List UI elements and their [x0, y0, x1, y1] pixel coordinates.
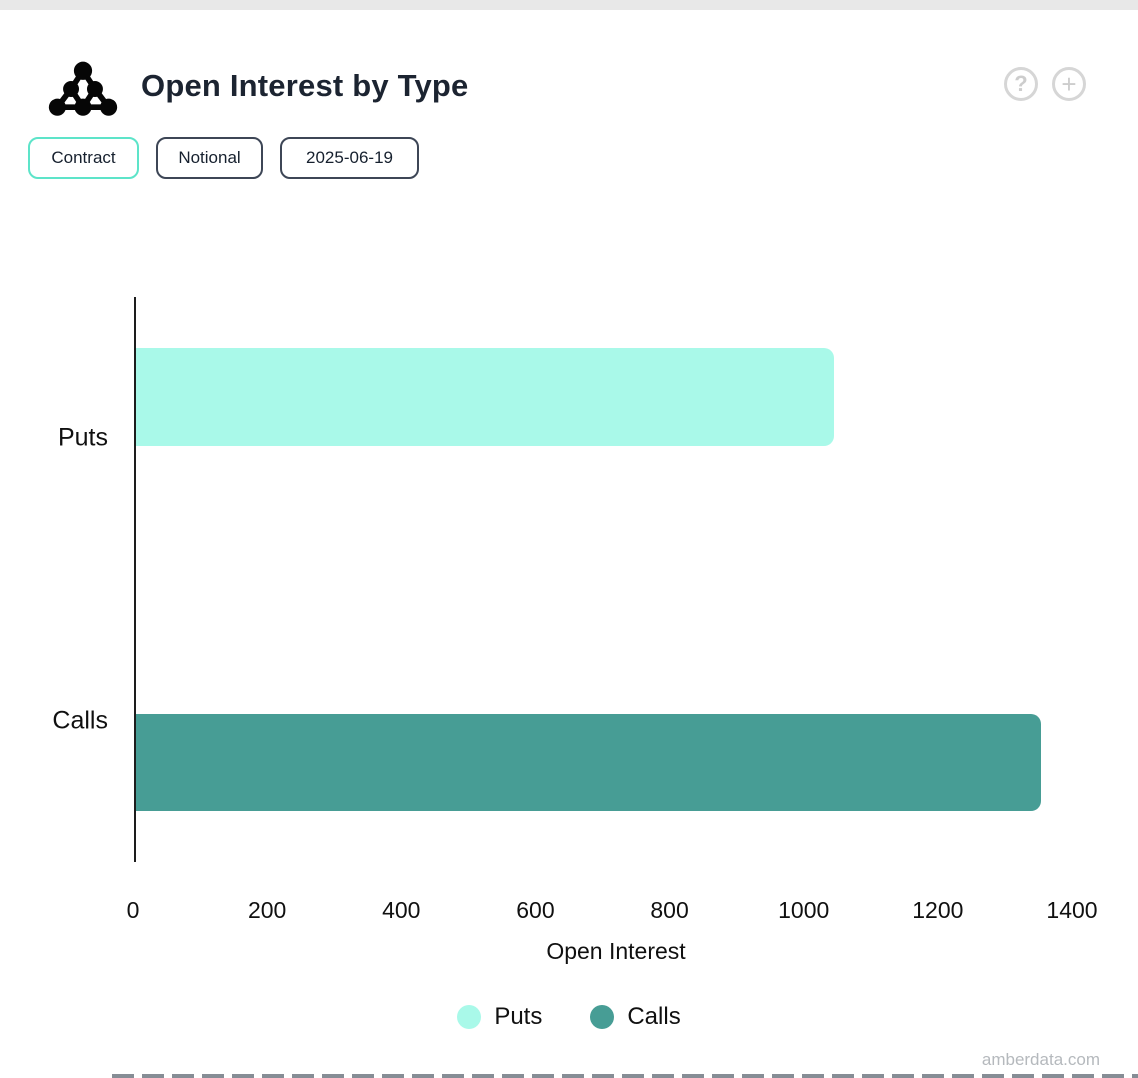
legend-item-calls[interactable]: Calls [590, 1003, 681, 1031]
x-tick-label: 1000 [778, 897, 830, 923]
x-tick-label: 800 [650, 897, 689, 923]
x-tick-label: 400 [382, 897, 421, 923]
contract-button[interactable]: Contract [28, 137, 139, 179]
x-tick-label: 200 [247, 897, 287, 923]
x-tick-label: 1400 [1046, 897, 1098, 923]
window-top-strip [0, 0, 1138, 10]
toolbar: Contract Notional 2025-06-19 [0, 137, 1138, 179]
y-axis-line [134, 297, 136, 862]
notional-button[interactable]: Notional [156, 137, 263, 179]
y-tick-label-puts: Puts [57, 423, 108, 452]
chart-legend: Puts Calls [0, 1003, 1138, 1031]
x-axis-title: Open Interest [546, 938, 686, 964]
add-icon[interactable]: + [1052, 67, 1086, 101]
page-title: Open Interest by Type [141, 68, 469, 103]
legend-item-puts[interactable]: Puts [457, 1003, 542, 1031]
watermark: amberdata.com [981, 1050, 1100, 1069]
amberdata-logo-icon [48, 61, 118, 116]
legend-swatch-icon [590, 1005, 615, 1029]
y-tick-label-calls: Calls [52, 706, 108, 735]
date-button[interactable]: 2025-06-19 [280, 137, 419, 179]
help-icon[interactable]: ? [1004, 67, 1038, 101]
legend-label: Calls [627, 1003, 681, 1030]
bottom-dashed-divider [112, 1074, 1138, 1078]
x-tick-label: 1200 [912, 897, 964, 923]
legend-swatch-icon [457, 1005, 482, 1029]
x-tick-label: 600 [516, 897, 555, 923]
x-tick-label: 0 [126, 897, 140, 923]
bar-puts[interactable] [136, 348, 834, 446]
legend-label: Puts [494, 1003, 543, 1030]
bar-calls[interactable] [136, 714, 1041, 811]
